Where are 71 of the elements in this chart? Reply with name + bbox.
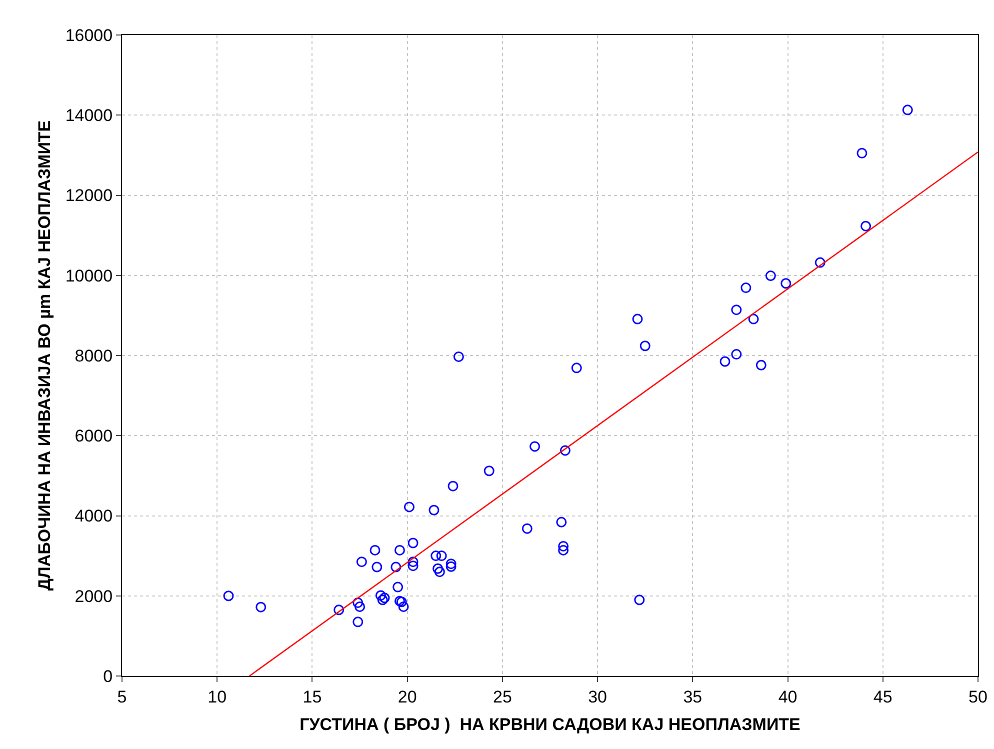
point (720, 356, 730, 367)
y-tick-label: 0 (103, 666, 113, 686)
x-tick-label: 35 (683, 687, 702, 706)
point (256, 602, 266, 612)
point (446, 561, 456, 572)
point (560, 445, 570, 456)
point (354, 601, 366, 612)
point (428, 504, 440, 516)
y-tick-label: 8000 (74, 346, 113, 366)
y-tick-label: 4000 (74, 506, 113, 526)
point (484, 466, 494, 476)
x-tick-label: 30 (588, 687, 608, 706)
point (530, 441, 540, 452)
y-tick-label: 14000 (65, 106, 113, 126)
point (632, 314, 643, 324)
point (375, 590, 386, 601)
x-tick-label: 45 (873, 687, 892, 706)
point (748, 314, 759, 324)
point (408, 556, 418, 568)
y-tick-label: 6000 (74, 426, 113, 446)
point (390, 562, 402, 572)
point (556, 516, 567, 528)
point (571, 362, 582, 374)
point (334, 604, 344, 616)
point (352, 616, 364, 628)
point (434, 566, 445, 578)
x-tick-label: 40 (778, 687, 798, 706)
point (370, 544, 380, 556)
point (522, 523, 532, 534)
point (398, 601, 409, 612)
point (558, 544, 569, 556)
x-axis-title: ГУСТИНА ( БРОЈ ) НА КРВНИ САДОВИ КАЈ НЕОПЛАЗМИТЕ (300, 714, 800, 734)
point (404, 502, 414, 512)
point (408, 560, 418, 572)
point (740, 282, 752, 294)
point (356, 556, 367, 568)
point (756, 360, 766, 370)
y-tick-label: 10000 (65, 266, 113, 286)
point (860, 220, 872, 232)
y-tick-label: 2000 (74, 586, 113, 606)
point (352, 597, 364, 608)
point (765, 270, 776, 282)
point (902, 104, 913, 116)
point (731, 304, 742, 316)
point (453, 351, 464, 362)
point (223, 590, 234, 602)
point (558, 540, 569, 552)
x-tick-label: 50 (968, 687, 988, 706)
point (446, 558, 456, 570)
x-tick-label: 20 (398, 687, 417, 706)
point (408, 538, 418, 548)
y-tick-label: 16000 (65, 26, 113, 45)
point (430, 550, 442, 562)
point (432, 563, 444, 574)
point (731, 349, 742, 360)
x-tick-label: 10 (208, 687, 227, 706)
point (448, 480, 458, 492)
x-tick-label: 15 (302, 687, 322, 706)
y-tick-label: 12000 (65, 186, 113, 206)
point (372, 562, 382, 572)
point (634, 594, 645, 606)
point (394, 544, 405, 556)
point (436, 550, 447, 562)
x-tick-label: 25 (492, 687, 512, 706)
x-tick-label: 5 (117, 687, 127, 706)
point (780, 278, 792, 289)
point (856, 148, 868, 158)
point (814, 257, 826, 268)
y-axis-title: ДЛАБОЧИНА НА ИНВАЗИЈА ВО µm КАЈ НЕОПЛАЗМИТЕ (34, 120, 54, 591)
point (640, 340, 650, 352)
point (392, 582, 404, 592)
